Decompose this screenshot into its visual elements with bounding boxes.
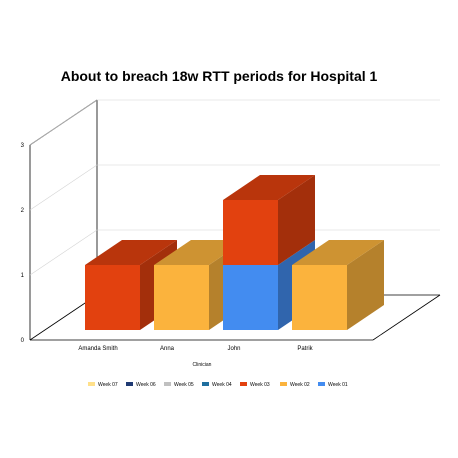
legend-swatch (88, 382, 95, 386)
x-tick-label: Amanda Smith (78, 346, 117, 352)
gridline-left-wall (29, 229, 98, 276)
legend-label: Week 04 (212, 382, 232, 388)
bar (223, 175, 315, 265)
legend-label: Week 06 (136, 382, 156, 388)
y-tick-label: 3 (21, 143, 25, 149)
legend-swatch (318, 382, 325, 386)
bar-front-face (85, 265, 140, 330)
x-tick-label: John (227, 346, 240, 352)
legend-item: Week 04 (202, 382, 232, 388)
bar-front-face (223, 265, 278, 330)
gridline-left-wall (29, 164, 98, 211)
y-tick-label: 0 (21, 338, 25, 344)
legend-item: Week 05 (164, 382, 194, 388)
legend-item: Week 01 (318, 382, 348, 388)
bar-front-face (154, 265, 209, 330)
legend: Week 07 Week 06 Week 05 Week 04 Week 03 Week … (88, 382, 348, 388)
legend-item: Week 06 (126, 382, 156, 388)
legend-label: Week 02 (290, 382, 310, 388)
y-tick-label: 1 (21, 273, 25, 279)
chart-title: About to breach 18w RTT periods for Hosp… (61, 68, 378, 84)
legend-swatch (202, 382, 209, 386)
bar-side-face (278, 175, 315, 265)
y-axis: 0 1 2 3 (21, 143, 25, 344)
legend-label: Week 05 (174, 382, 194, 388)
legend-swatch (164, 382, 171, 386)
bar-side-face (347, 240, 384, 330)
bar (292, 240, 384, 330)
bar-front-face (223, 200, 278, 265)
bar-top-face (292, 240, 384, 265)
bar-top-face (223, 175, 315, 200)
bar-front-face (292, 265, 347, 330)
x-axis: Amanda Smith Anna John Patrik (78, 346, 313, 352)
x-tick-label: Patrik (297, 346, 313, 352)
y-tick-label: 2 (21, 208, 25, 214)
legend-swatch (240, 382, 247, 386)
legend-swatch (280, 382, 287, 386)
x-tick-label: Anna (160, 346, 175, 352)
bar-top-face (85, 240, 177, 265)
gridline-left-wall (29, 99, 98, 146)
x-axis-title: Clinician (193, 362, 212, 368)
legend-swatch (126, 382, 133, 386)
legend-item: Week 02 (280, 382, 310, 388)
bars (85, 175, 384, 330)
legend-label: Week 03 (250, 382, 270, 388)
legend-label: Week 01 (328, 382, 348, 388)
legend-item: Week 03 (240, 382, 270, 388)
legend-label: Week 07 (98, 382, 118, 388)
legend-item: Week 07 (88, 382, 118, 388)
floor-right-edge (372, 294, 441, 341)
